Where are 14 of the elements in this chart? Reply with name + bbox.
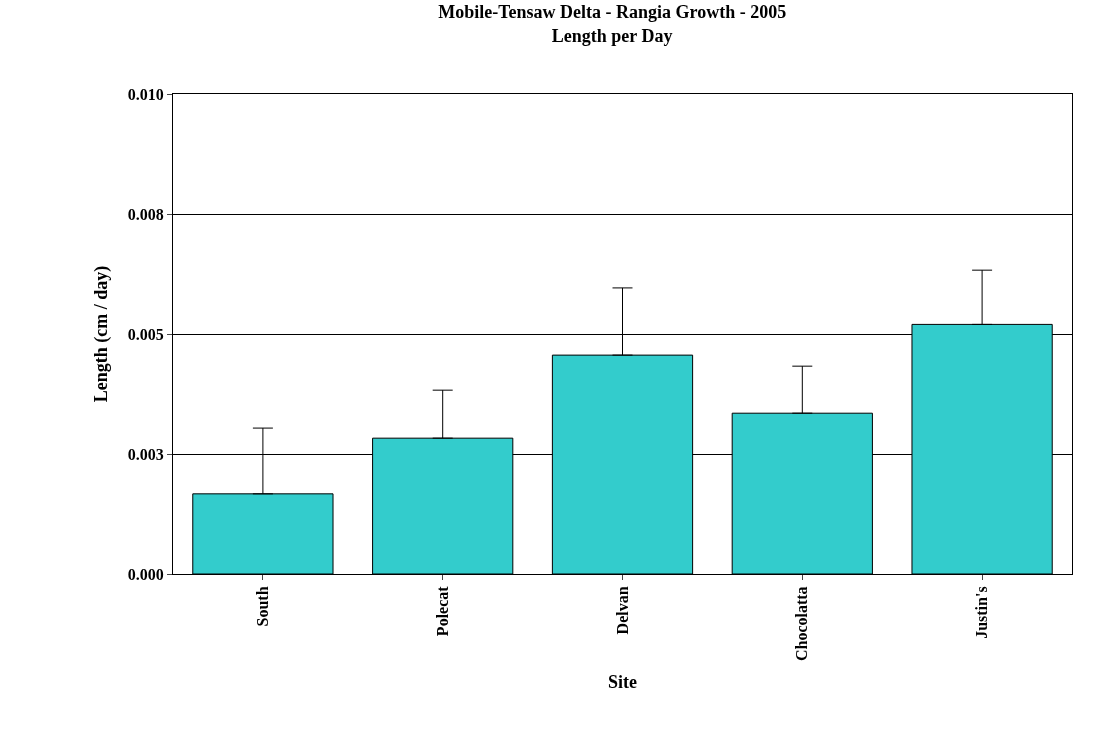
y-tick-label: 0.000 [127,565,164,583]
x-tick-label: Chocolatta [793,586,811,662]
y-axis-title: Length (cm / day) [91,265,112,403]
x-tick-label: Polecat [433,585,451,637]
x-tick-label: South [254,586,272,627]
chart-subtitle: Length per Day [551,25,673,46]
x-axis-title: Site [608,672,638,693]
x-tick-label: Justin's [973,586,991,639]
y-tick-label: 0.003 [127,445,164,463]
y-tick-label: 0.010 [127,85,164,103]
y-tick-label: 0.008 [127,205,164,223]
x-tick-label: Delvan [613,586,631,635]
chart-title: Mobile-Tensaw Delta - Rangia Growth - 2005 [438,2,787,23]
y-tick-label: 0.005 [127,325,164,343]
